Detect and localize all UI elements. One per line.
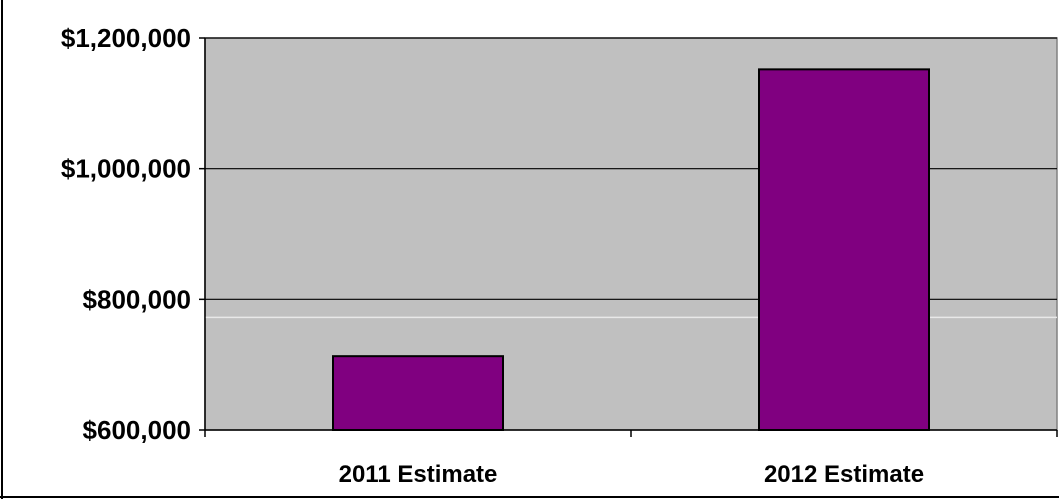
bar — [758, 68, 930, 432]
y-tick-label: $800,000 — [83, 284, 191, 314]
y-tick-label: $600,000 — [83, 415, 191, 445]
x-category-label: 2011 Estimate — [339, 461, 498, 488]
y-tick-label: $1,200,000 — [61, 23, 191, 53]
bar — [332, 355, 504, 432]
x-category-label: 2012 Estimate — [764, 461, 924, 488]
plot-area: $600,000 $800,000 $1,000,000 $1,200,000 2011… — [61, 23, 1058, 488]
y-tick-label: $1,000,000 — [61, 154, 191, 184]
